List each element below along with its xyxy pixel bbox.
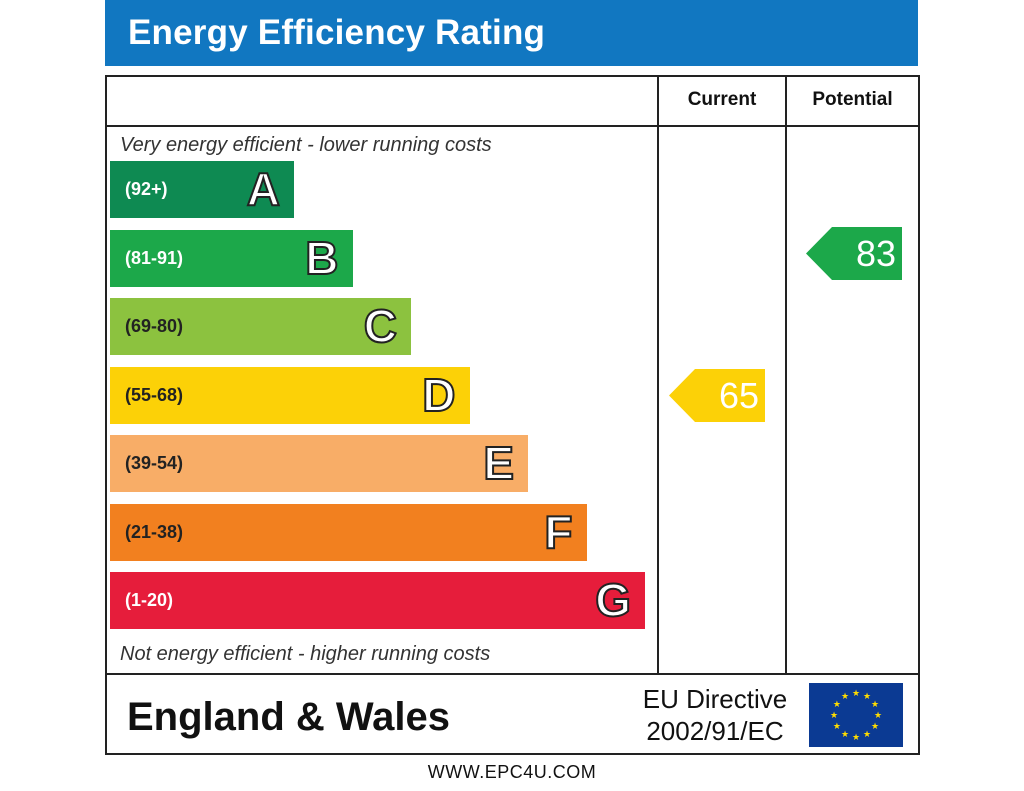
eu-star-icon: ★ bbox=[863, 691, 871, 701]
eu-star-icon: ★ bbox=[871, 721, 879, 731]
eu-star-icon: ★ bbox=[830, 710, 838, 720]
rating-band-c: (69-80) C bbox=[110, 298, 411, 355]
rating-frame: Current Potential Very energy efficient … bbox=[105, 75, 920, 755]
eu-star-icon: ★ bbox=[841, 691, 849, 701]
band-letter: C bbox=[363, 299, 398, 353]
eu-directive-title: EU Directive bbox=[642, 684, 788, 714]
eu-flag-icon: ★ ★★★★★★★★★★★ bbox=[809, 683, 903, 747]
eu-star-icon: ★ bbox=[833, 699, 841, 709]
eu-star-icon: ★ bbox=[852, 688, 860, 698]
rating-band-g: (1-20) G bbox=[110, 572, 645, 629]
band-range-label: (39-54) bbox=[125, 453, 184, 473]
eu-star-icon: ★ bbox=[863, 729, 871, 739]
title-bar: Energy Efficiency Rating bbox=[105, 0, 918, 66]
rating-band-d: (55-68) D bbox=[110, 366, 470, 424]
band-letter: A bbox=[246, 162, 281, 216]
potential-column-header: Potential bbox=[812, 89, 893, 110]
rating-band-f: (21-38) F bbox=[110, 503, 587, 561]
footer-separator bbox=[107, 673, 918, 675]
potential-rating-pointer: 83 bbox=[806, 226, 902, 280]
band-letter: E bbox=[482, 436, 515, 490]
current-rating-pointer: 65 bbox=[669, 368, 765, 422]
eu-star-icon: ★ bbox=[874, 710, 882, 720]
rating-band-b: (81-91) B bbox=[110, 229, 353, 287]
website-url[interactable]: WWW.EPC4U.COM bbox=[427, 762, 597, 782]
current-pointer-arrow bbox=[669, 368, 765, 422]
eu-directive: EU Directive 2002/91/EC bbox=[635, 683, 795, 747]
band-range-label: (1-20) bbox=[125, 590, 174, 610]
efficient-note: Very energy efficient - lower running co… bbox=[120, 134, 492, 156]
band-range-label: (92+) bbox=[125, 179, 168, 199]
current-column-header: Current bbox=[687, 89, 757, 110]
header-separator bbox=[107, 125, 918, 127]
chart-title: Energy Efficiency Rating bbox=[128, 13, 546, 52]
rating-band-e: (39-54) E bbox=[110, 435, 528, 492]
rating-band-a: (92+) A bbox=[110, 161, 294, 218]
eu-star-icon: ★ bbox=[841, 729, 849, 739]
eu-star-icon: ★ bbox=[871, 699, 879, 709]
band-range-label: (69-80) bbox=[125, 316, 184, 336]
eu-star-icon: ★ bbox=[852, 732, 860, 742]
band-range-label: (21-38) bbox=[125, 521, 184, 542]
band-letter: B bbox=[304, 231, 339, 285]
inefficient-note: Not energy efficient - higher running co… bbox=[120, 643, 491, 665]
band-letter: D bbox=[421, 368, 456, 422]
eu-star-icon: ★ bbox=[833, 721, 841, 731]
current-rating-value: 65 bbox=[718, 374, 759, 416]
current-column-divider bbox=[657, 77, 659, 673]
band-range-label: (81-91) bbox=[125, 247, 184, 268]
eu-directive-number: 2002/91/EC bbox=[646, 716, 784, 746]
band-range-label: (55-68) bbox=[125, 384, 184, 405]
region-label: England & Wales bbox=[127, 695, 451, 739]
band-letter: F bbox=[543, 505, 573, 559]
potential-column-divider bbox=[785, 77, 787, 673]
band-letter: G bbox=[594, 573, 632, 627]
potential-pointer-arrow bbox=[806, 226, 902, 280]
potential-rating-value: 83 bbox=[855, 232, 896, 274]
